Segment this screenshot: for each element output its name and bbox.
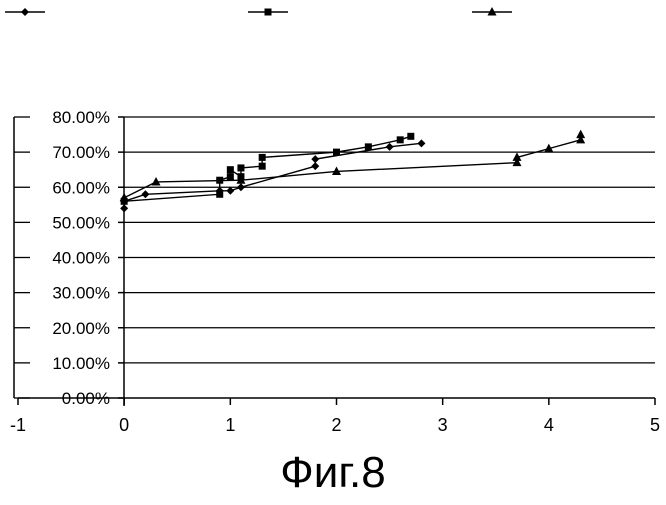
data-point xyxy=(333,149,340,156)
y-tick-label: 10.00% xyxy=(52,354,110,373)
data-point xyxy=(311,155,319,163)
data-point xyxy=(397,136,404,143)
x-tick-label: -1 xyxy=(10,415,26,435)
data-point xyxy=(120,204,128,212)
series-line xyxy=(124,135,581,198)
data-point xyxy=(407,133,414,140)
x-tick-label: 3 xyxy=(438,415,448,435)
data-point xyxy=(216,191,223,198)
data-point xyxy=(237,164,244,171)
x-tick-label: 5 xyxy=(650,415,660,435)
data-point xyxy=(259,163,266,170)
y-tick-label: 80.00% xyxy=(52,108,110,127)
data-point xyxy=(576,130,585,139)
legend-marker xyxy=(265,9,272,16)
data-point xyxy=(120,193,129,202)
figure-caption: Фиг.8 xyxy=(280,448,385,497)
data-point xyxy=(311,162,319,170)
y-tick-label: 0.00% xyxy=(62,389,110,408)
series-layer xyxy=(120,130,586,213)
data-point xyxy=(417,139,425,147)
series-diamond xyxy=(120,139,425,212)
x-tick-label: 2 xyxy=(331,415,341,435)
legend-item xyxy=(5,8,45,16)
data-point xyxy=(386,143,394,151)
y-tick-label: 20.00% xyxy=(52,319,110,338)
y-tick-label: 70.00% xyxy=(52,143,110,162)
y-tick-label: 40.00% xyxy=(52,249,110,268)
y-tick-labels: 0.00% 10.00% 20.00% 30.00% 40.00% 50.00% 60.00… xyxy=(52,108,110,408)
data-point xyxy=(227,173,234,180)
series-triangle xyxy=(120,130,586,202)
data-point xyxy=(365,143,372,150)
y-tick-label: 30.00% xyxy=(52,284,110,303)
legend xyxy=(5,7,512,16)
data-point xyxy=(259,154,266,161)
legend-marker xyxy=(488,7,497,16)
legend-item xyxy=(472,7,512,16)
y-tick-label: 60.00% xyxy=(52,178,110,197)
data-point xyxy=(237,183,245,191)
data-point xyxy=(226,187,234,195)
x-tick-label: 1 xyxy=(225,415,235,435)
data-point xyxy=(227,166,234,173)
x-tick-label: 4 xyxy=(544,415,554,435)
gridlines xyxy=(124,117,655,363)
x-tick-label: 0 xyxy=(119,415,129,435)
legend-item xyxy=(248,9,288,16)
legend-marker xyxy=(21,8,29,16)
data-point xyxy=(141,190,149,198)
y-tick-label: 50.00% xyxy=(52,213,110,232)
x-tick-labels: -1 0 1 2 3 4 5 xyxy=(10,415,660,435)
